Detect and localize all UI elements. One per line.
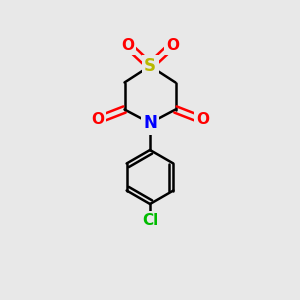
Text: O: O (121, 38, 134, 52)
Text: S: S (144, 57, 156, 75)
Text: Cl: Cl (142, 213, 158, 228)
Text: N: N (143, 114, 157, 132)
Text: O: O (166, 38, 179, 52)
Text: O: O (196, 112, 209, 128)
Text: O: O (91, 112, 104, 128)
